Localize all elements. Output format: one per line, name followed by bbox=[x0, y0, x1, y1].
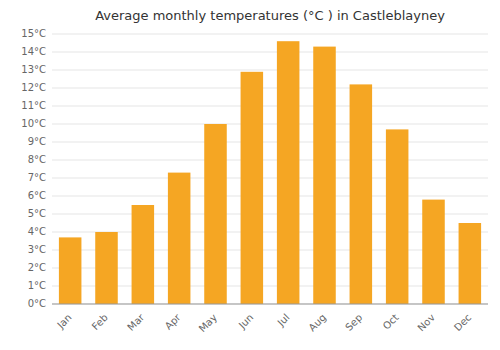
x-tick-label: Dec bbox=[452, 312, 473, 333]
grid-line bbox=[52, 52, 488, 53]
bar bbox=[386, 129, 409, 304]
bar bbox=[350, 84, 373, 304]
x-tick-label: Oct bbox=[381, 312, 401, 332]
grid-line bbox=[52, 304, 488, 305]
bar bbox=[59, 237, 82, 304]
bar bbox=[95, 232, 118, 304]
bar bbox=[168, 173, 191, 304]
y-tick-label: 13°C bbox=[21, 64, 46, 75]
y-tick-label: 9°C bbox=[28, 136, 46, 147]
bars bbox=[59, 41, 481, 304]
x-tick-label: May bbox=[197, 312, 219, 334]
bar bbox=[132, 205, 155, 304]
grid-line bbox=[52, 88, 488, 89]
y-tick-label: 0°C bbox=[28, 298, 46, 309]
x-tick-label: Aug bbox=[306, 312, 328, 334]
y-tick-label: 15°C bbox=[21, 28, 46, 39]
bar bbox=[422, 200, 445, 304]
grid bbox=[52, 34, 488, 304]
y-tick-label: 3°C bbox=[28, 244, 46, 255]
grid-line bbox=[52, 196, 488, 197]
x-tick-label: Sep bbox=[343, 312, 364, 333]
y-tick-label: 6°C bbox=[28, 190, 46, 201]
title: Average monthly temperatures (°C ) in Ca… bbox=[95, 8, 445, 23]
y-axis: 0°C 1°C 2°C 3°C 4°C 5°C 6°C 7°C 8°C 9°C 10°C 11°C 12… bbox=[21, 28, 46, 309]
bar bbox=[204, 124, 227, 304]
y-tick-label: 4°C bbox=[28, 226, 46, 237]
y-tick-label: 5°C bbox=[28, 208, 46, 219]
grid-line bbox=[52, 142, 488, 143]
x-tick-label: Mar bbox=[125, 311, 147, 333]
grid-line bbox=[52, 106, 488, 107]
x-tick-label: Apr bbox=[163, 311, 184, 332]
x-axis-line bbox=[52, 304, 488, 305]
bar bbox=[241, 72, 264, 304]
bar bbox=[459, 223, 482, 304]
bar bbox=[313, 47, 336, 304]
y-tick-label: 1°C bbox=[28, 280, 46, 291]
x-axis: Jan Feb Mar Apr May Jun Jul Aug Sep Oct Nov Dec bbox=[54, 311, 473, 334]
x-tick-label: Jan bbox=[54, 312, 73, 331]
x-tick-label: Jun bbox=[236, 312, 256, 332]
x-tick-label: Jul bbox=[275, 312, 292, 329]
x-tick-label: Feb bbox=[90, 312, 110, 332]
grid-line bbox=[52, 70, 488, 71]
y-tick-label: 12°C bbox=[21, 82, 46, 93]
grid-line bbox=[52, 34, 488, 35]
grid-line bbox=[52, 124, 488, 125]
y-tick-label: 10°C bbox=[21, 118, 46, 129]
x-tick-label: Nov bbox=[415, 312, 437, 334]
chart: Average monthly temperatures (°C ) in Ca… bbox=[0, 0, 500, 350]
y-tick-label: 7°C bbox=[28, 172, 46, 183]
grid-line bbox=[52, 160, 488, 161]
y-tick-label: 14°C bbox=[21, 46, 46, 57]
chart-container: Average monthly temperatures (°C ) in Ca… bbox=[0, 0, 500, 350]
y-tick-label: 8°C bbox=[28, 154, 46, 165]
y-tick-label: 2°C bbox=[28, 262, 46, 273]
bar bbox=[277, 41, 300, 304]
y-tick-label: 11°C bbox=[21, 100, 46, 111]
grid-line bbox=[52, 178, 488, 179]
